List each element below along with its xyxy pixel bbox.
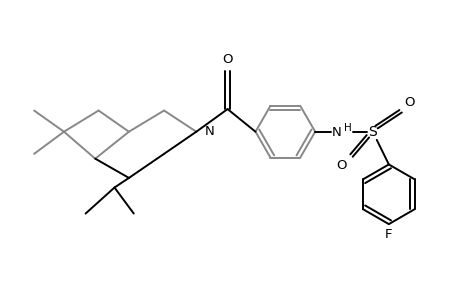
Text: F: F [384,228,392,241]
Text: O: O [222,53,232,67]
Text: N: N [331,126,341,139]
Text: S: S [368,125,376,139]
Text: H: H [343,123,351,133]
Text: O: O [403,96,414,109]
Text: O: O [335,159,346,172]
Text: N: N [205,125,214,138]
